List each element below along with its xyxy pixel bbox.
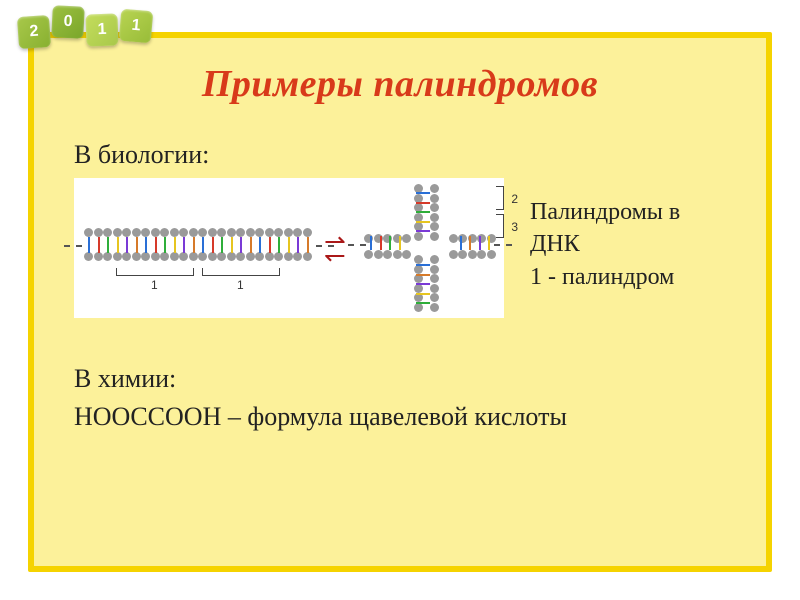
chemistry-formula: HOOCCOOH – формула щавелевой кислоты	[74, 402, 726, 432]
caption-line: 1 - палиндром	[530, 261, 726, 293]
dna-cruciform: 23	[370, 184, 490, 312]
cube: 0	[51, 5, 85, 39]
dna-linear: 11	[84, 228, 314, 262]
chemistry-label: В химии:	[74, 364, 726, 394]
equilibrium-arrows: ⇀↽	[324, 234, 342, 263]
cube: 1	[119, 9, 154, 44]
dna-diagram: 11 ⇀↽ 23	[74, 178, 504, 318]
biology-label: В биологии:	[74, 140, 726, 170]
corner-cubes: 2 0 1 1	[18, 8, 152, 40]
dash-left	[64, 245, 82, 247]
slide-frame: Примеры палиндромов В биологии: 11 ⇀↽ 23…	[28, 32, 772, 572]
cube: 2	[17, 15, 51, 49]
caption-line: Палиндромы в ДНК	[530, 196, 726, 261]
biology-row: 11 ⇀↽ 23 Палиндромы в ДНК 1 - палиндром	[74, 178, 726, 318]
diagram-caption: Палиндромы в ДНК 1 - палиндром	[530, 178, 726, 293]
cube: 1	[85, 13, 118, 46]
slide-title: Примеры палиндромов	[74, 62, 726, 106]
